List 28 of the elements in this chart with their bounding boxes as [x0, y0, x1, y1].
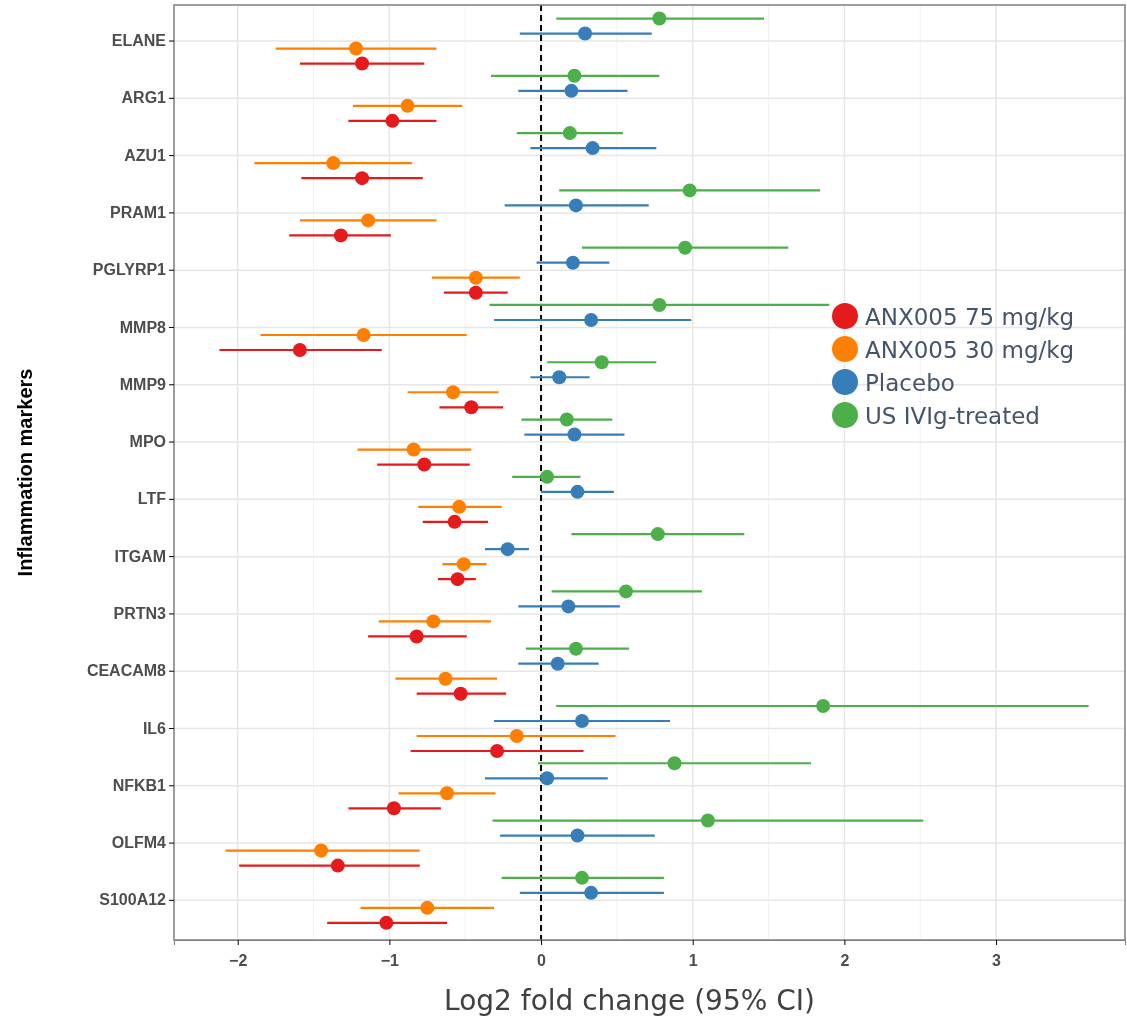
y-tick-label: PRTN3	[113, 605, 167, 623]
y-axis-title: Inflammation markers	[14, 368, 36, 577]
y-tick-label: MMP9	[119, 375, 167, 393]
y-tick-label: CEACAM8	[86, 662, 167, 680]
y-tick-label: ELANE	[111, 32, 167, 50]
y-tick-label: NFKB1	[112, 776, 167, 794]
x-tick-label: −1	[380, 951, 400, 969]
y-tick-label: MMP8	[119, 318, 167, 336]
legend-label: ANX005 75 mg/kg	[865, 304, 1075, 330]
y-tick-label: LTF	[137, 490, 167, 508]
x-axis-title: Log2 fold change (95% CI)	[444, 984, 815, 1017]
y-tick-label: MPO	[129, 433, 166, 451]
x-tick-label: 3	[992, 951, 1002, 969]
legend-label: US IVIg-treated	[865, 403, 1040, 429]
x-tick-label: 0	[537, 951, 547, 969]
y-tick-label: PRAM1	[109, 204, 167, 222]
y-tick-label: ITGAM	[114, 547, 166, 565]
y-tick-label: AZU1	[124, 146, 167, 164]
x-tick-label: 1	[688, 951, 698, 969]
y-tick-label: S100A12	[99, 891, 167, 909]
legend-label: Placebo	[865, 370, 955, 396]
x-tick-label: 2	[840, 951, 850, 969]
y-tick-label: IL6	[142, 719, 167, 737]
y-tick-label: PGLYRP1	[92, 261, 167, 279]
y-tick-label: ARG1	[121, 89, 167, 107]
y-tick-label: OLFM4	[111, 834, 167, 852]
legend-label: ANX005 30 mg/kg	[865, 337, 1075, 363]
x-tick-label: −2	[229, 951, 248, 969]
